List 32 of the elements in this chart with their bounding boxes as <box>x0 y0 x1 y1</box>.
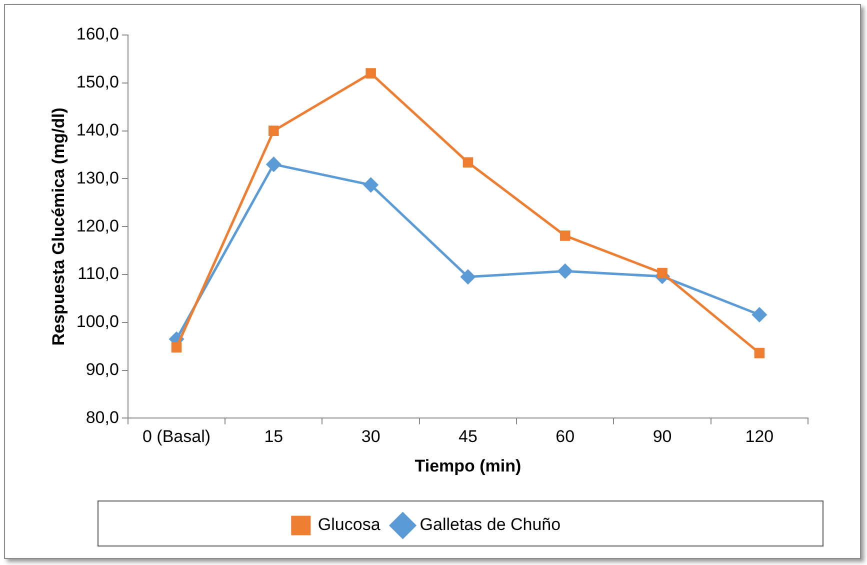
y-tick-label: 80,0 <box>86 408 119 427</box>
point <box>657 268 668 278</box>
point <box>266 157 281 172</box>
point <box>366 68 376 78</box>
point <box>558 264 572 278</box>
x-tick-label: 15 <box>264 427 284 446</box>
y-axis-title: Respuesta Glucémica (mg/dl) <box>48 108 68 346</box>
legend-label: Glucosa <box>318 515 381 534</box>
point <box>752 307 767 322</box>
y-tick-label: 130,0 <box>76 168 119 188</box>
y-tick-label: 120,0 <box>76 216 119 236</box>
y-tick-label: 110,0 <box>78 264 119 284</box>
point <box>171 342 182 352</box>
y-tick-label: 150,0 <box>76 72 119 92</box>
y-tick-label: 140,0 <box>76 120 119 140</box>
legend-label: Galletas de Chuño <box>420 515 561 534</box>
y-tick-label: 160,0 <box>76 24 119 44</box>
x-tick-label: 120 <box>745 427 774 446</box>
y-tick-label: 100,0 <box>76 312 119 332</box>
x-tick-label: 30 <box>361 427 380 446</box>
point <box>754 348 765 358</box>
point <box>460 270 476 284</box>
x-axis-title: Tiempo (min) <box>414 456 522 476</box>
x-tick-label: 0 (Basal) <box>142 427 211 446</box>
point <box>560 230 570 241</box>
x-tick-label: 45 <box>458 427 478 446</box>
x-tick-label: 90 <box>652 427 672 446</box>
y-tick-label: 90,0 <box>86 360 119 379</box>
point <box>462 157 474 168</box>
x-tick-label: 60 <box>556 427 575 446</box>
point <box>268 126 279 136</box>
point <box>364 178 378 192</box>
